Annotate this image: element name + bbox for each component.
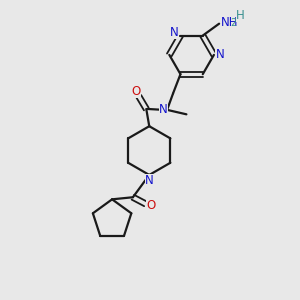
Text: O: O: [146, 199, 155, 212]
Text: 2: 2: [230, 18, 237, 28]
Text: H: H: [236, 9, 244, 22]
Text: N: N: [145, 174, 154, 187]
Text: N: N: [170, 26, 179, 39]
Text: N: N: [159, 103, 168, 116]
Text: N: N: [215, 48, 224, 62]
Text: O: O: [131, 85, 140, 98]
Text: NH: NH: [220, 16, 238, 29]
